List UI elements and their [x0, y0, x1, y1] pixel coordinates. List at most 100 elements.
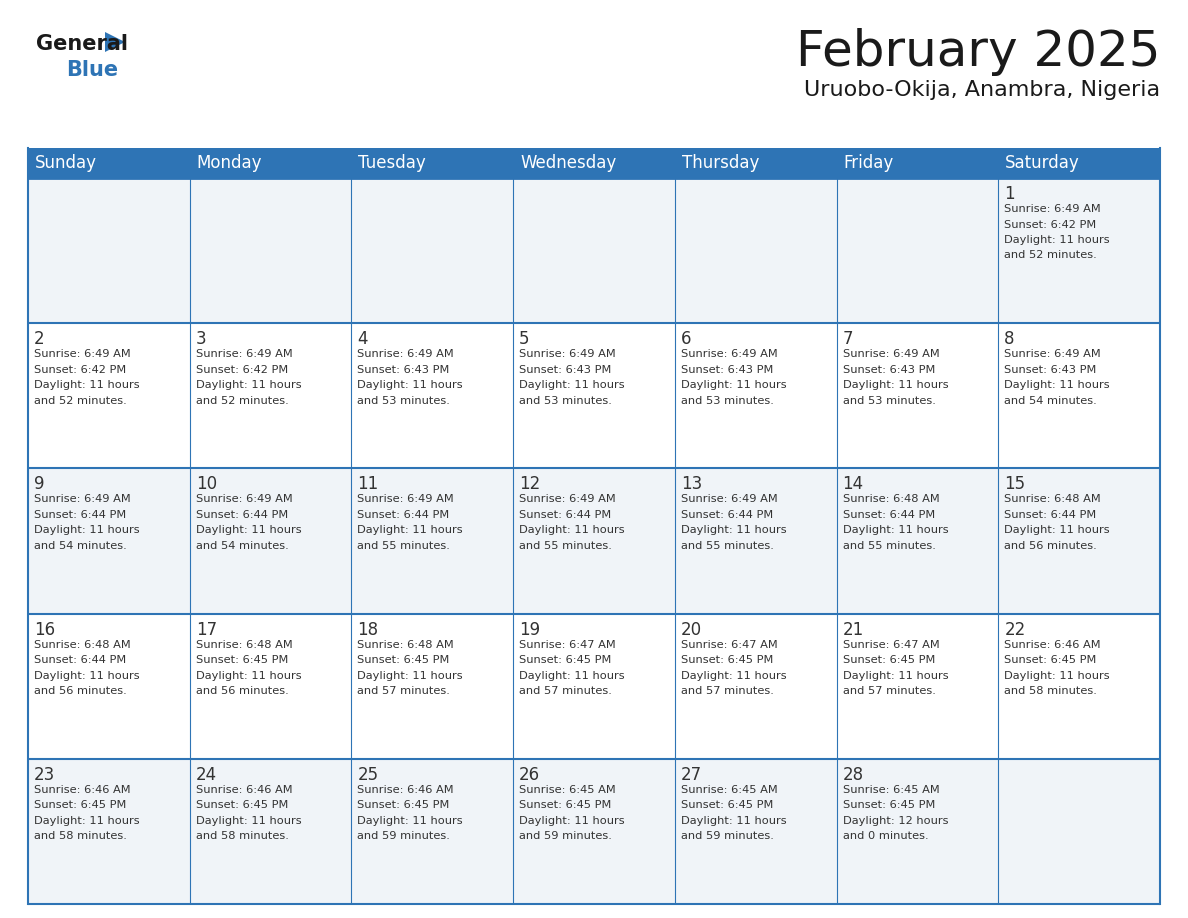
Text: and 53 minutes.: and 53 minutes. [842, 396, 935, 406]
Text: Sunrise: 6:46 AM: Sunrise: 6:46 AM [1004, 640, 1101, 650]
Text: Daylight: 11 hours: Daylight: 11 hours [842, 380, 948, 390]
Text: and 58 minutes.: and 58 minutes. [196, 832, 289, 841]
Bar [675, 148, 836, 178]
Text: 9: 9 [34, 476, 44, 493]
Text: Sunrise: 6:49 AM: Sunrise: 6:49 AM [34, 349, 131, 359]
Text: Daylight: 11 hours: Daylight: 11 hours [358, 380, 463, 390]
Text: 13: 13 [681, 476, 702, 493]
Text: Daylight: 11 hours: Daylight: 11 hours [842, 525, 948, 535]
Text: Daylight: 11 hours: Daylight: 11 hours [1004, 235, 1110, 245]
Text: Sunrise: 6:46 AM: Sunrise: 6:46 AM [358, 785, 454, 795]
Text: Sunrise: 6:49 AM: Sunrise: 6:49 AM [519, 495, 615, 504]
Text: and 59 minutes.: and 59 minutes. [681, 832, 773, 841]
Text: Daylight: 12 hours: Daylight: 12 hours [842, 816, 948, 826]
Text: 19: 19 [519, 621, 541, 639]
Text: Sunset: 6:43 PM: Sunset: 6:43 PM [842, 364, 935, 375]
Text: 8: 8 [1004, 330, 1015, 348]
Text: Sunrise: 6:45 AM: Sunrise: 6:45 AM [681, 785, 778, 795]
Text: Sunset: 6:45 PM: Sunset: 6:45 PM [196, 800, 287, 811]
Text: Sunset: 6:45 PM: Sunset: 6:45 PM [196, 655, 287, 666]
Text: Sunset: 6:45 PM: Sunset: 6:45 PM [681, 655, 773, 666]
Text: and 58 minutes.: and 58 minutes. [1004, 686, 1098, 696]
Text: 27: 27 [681, 766, 702, 784]
Text: Daylight: 11 hours: Daylight: 11 hours [681, 671, 786, 680]
Polygon shape [105, 32, 125, 52]
Text: Sunset: 6:45 PM: Sunset: 6:45 PM [358, 800, 450, 811]
Text: Sunrise: 6:47 AM: Sunrise: 6:47 AM [681, 640, 778, 650]
Text: and 59 minutes.: and 59 minutes. [358, 832, 450, 841]
Bar [998, 148, 1159, 178]
Text: Sunrise: 6:47 AM: Sunrise: 6:47 AM [842, 640, 940, 650]
Text: 11: 11 [358, 476, 379, 493]
Text: Daylight: 11 hours: Daylight: 11 hours [681, 380, 786, 390]
Text: 15: 15 [1004, 476, 1025, 493]
Text: and 53 minutes.: and 53 minutes. [358, 396, 450, 406]
Bar [190, 148, 352, 178]
Text: Sunrise: 6:49 AM: Sunrise: 6:49 AM [519, 349, 615, 359]
Text: 21: 21 [842, 621, 864, 639]
Text: Sunrise: 6:47 AM: Sunrise: 6:47 AM [519, 640, 615, 650]
Text: 25: 25 [358, 766, 379, 784]
Text: Daylight: 11 hours: Daylight: 11 hours [196, 525, 302, 535]
Text: and 57 minutes.: and 57 minutes. [681, 686, 773, 696]
Text: and 56 minutes.: and 56 minutes. [34, 686, 127, 696]
Text: Friday: Friday [843, 154, 893, 172]
Text: Sunset: 6:45 PM: Sunset: 6:45 PM [681, 800, 773, 811]
Text: Sunrise: 6:45 AM: Sunrise: 6:45 AM [842, 785, 940, 795]
Text: Daylight: 11 hours: Daylight: 11 hours [519, 816, 625, 826]
Text: and 55 minutes.: and 55 minutes. [358, 541, 450, 551]
Text: Daylight: 11 hours: Daylight: 11 hours [1004, 525, 1110, 535]
Text: Sunset: 6:44 PM: Sunset: 6:44 PM [681, 509, 773, 520]
Text: 5: 5 [519, 330, 530, 348]
Text: and 55 minutes.: and 55 minutes. [519, 541, 612, 551]
Text: and 58 minutes.: and 58 minutes. [34, 832, 127, 841]
Text: Tuesday: Tuesday [359, 154, 426, 172]
Text: Sunset: 6:44 PM: Sunset: 6:44 PM [1004, 509, 1097, 520]
Bar [29, 323, 1159, 468]
Text: Sunset: 6:42 PM: Sunset: 6:42 PM [196, 364, 287, 375]
Text: Sunrise: 6:49 AM: Sunrise: 6:49 AM [358, 349, 454, 359]
Text: 4: 4 [358, 330, 368, 348]
Text: 23: 23 [34, 766, 56, 784]
Text: and 57 minutes.: and 57 minutes. [842, 686, 935, 696]
Text: Blue: Blue [67, 60, 118, 80]
Bar [29, 148, 190, 178]
Text: Daylight: 11 hours: Daylight: 11 hours [358, 671, 463, 680]
Text: Daylight: 11 hours: Daylight: 11 hours [196, 816, 302, 826]
Text: Daylight: 11 hours: Daylight: 11 hours [196, 671, 302, 680]
Text: and 59 minutes.: and 59 minutes. [519, 832, 612, 841]
Text: Daylight: 11 hours: Daylight: 11 hours [34, 671, 140, 680]
Text: General: General [36, 34, 128, 54]
Text: Thursday: Thursday [682, 154, 759, 172]
Text: Sunrise: 6:46 AM: Sunrise: 6:46 AM [34, 785, 131, 795]
Text: and 55 minutes.: and 55 minutes. [681, 541, 773, 551]
Text: February 2025: February 2025 [796, 28, 1159, 76]
Text: Sunset: 6:45 PM: Sunset: 6:45 PM [1004, 655, 1097, 666]
Text: Sunrise: 6:48 AM: Sunrise: 6:48 AM [1004, 495, 1101, 504]
Text: Sunrise: 6:45 AM: Sunrise: 6:45 AM [519, 785, 615, 795]
Text: Sunset: 6:44 PM: Sunset: 6:44 PM [358, 509, 450, 520]
Text: and 55 minutes.: and 55 minutes. [842, 541, 935, 551]
Text: 26: 26 [519, 766, 541, 784]
Text: Sunrise: 6:48 AM: Sunrise: 6:48 AM [842, 495, 940, 504]
Text: and 57 minutes.: and 57 minutes. [358, 686, 450, 696]
Text: Sunrise: 6:49 AM: Sunrise: 6:49 AM [842, 349, 940, 359]
Text: 12: 12 [519, 476, 541, 493]
Text: Sunset: 6:45 PM: Sunset: 6:45 PM [842, 800, 935, 811]
Text: Sunset: 6:45 PM: Sunset: 6:45 PM [842, 655, 935, 666]
Bar [513, 148, 675, 178]
Text: and 53 minutes.: and 53 minutes. [519, 396, 612, 406]
Text: Sunset: 6:43 PM: Sunset: 6:43 PM [681, 364, 773, 375]
Text: Daylight: 11 hours: Daylight: 11 hours [1004, 380, 1110, 390]
Text: Sunrise: 6:49 AM: Sunrise: 6:49 AM [196, 349, 292, 359]
Text: Sunday: Sunday [34, 154, 97, 172]
Text: 10: 10 [196, 476, 217, 493]
Text: Sunrise: 6:49 AM: Sunrise: 6:49 AM [681, 495, 778, 504]
Text: Sunset: 6:42 PM: Sunset: 6:42 PM [34, 364, 126, 375]
Text: and 57 minutes.: and 57 minutes. [519, 686, 612, 696]
Bar [352, 148, 513, 178]
Text: Sunset: 6:43 PM: Sunset: 6:43 PM [519, 364, 612, 375]
Text: and 53 minutes.: and 53 minutes. [681, 396, 773, 406]
Text: Sunset: 6:44 PM: Sunset: 6:44 PM [196, 509, 287, 520]
Text: Saturday: Saturday [1005, 154, 1080, 172]
